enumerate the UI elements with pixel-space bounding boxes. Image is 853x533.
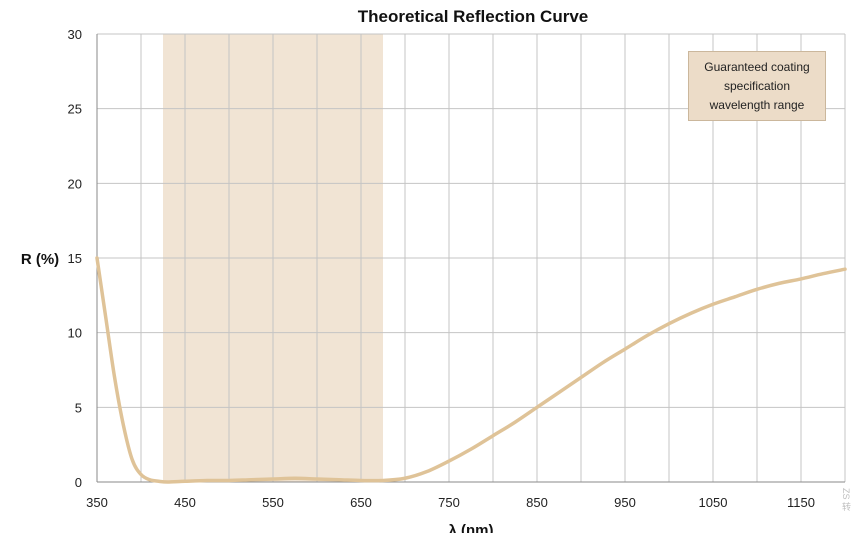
x-axis-label: λ (nm) bbox=[449, 522, 494, 533]
y-tick-label: 0 bbox=[75, 475, 82, 490]
tick-labels: 350 450 550 650 750 850 950 1050 1150 0 5 10 15 20 25 3… bbox=[68, 27, 815, 510]
watermark: ZS 转 bbox=[841, 488, 851, 512]
x-tick-label: 1150 bbox=[787, 495, 815, 510]
y-tick-label: 5 bbox=[75, 400, 82, 415]
y-tick-label: 25 bbox=[68, 102, 82, 117]
x-tick-label: 350 bbox=[86, 495, 108, 510]
x-tick-label: 550 bbox=[262, 495, 284, 510]
x-tick-label: 950 bbox=[614, 495, 636, 510]
y-tick-label: 20 bbox=[68, 176, 82, 191]
legend-box: Guaranteed coating specification wavelen… bbox=[688, 51, 826, 121]
chart-title: Theoretical Reflection Curve bbox=[358, 7, 589, 26]
y-axis-label: R (%) bbox=[21, 251, 59, 268]
x-tick-label: 850 bbox=[526, 495, 548, 510]
reflection-curve bbox=[95, 256, 847, 484]
y-tick-label: 15 bbox=[68, 251, 82, 266]
y-tick-label: 10 bbox=[68, 326, 82, 341]
x-tick-label: 450 bbox=[174, 495, 196, 510]
x-tick-label: 750 bbox=[438, 495, 460, 510]
legend-text: Guaranteed coating specification wavelen… bbox=[704, 59, 810, 112]
x-tick-label: 1050 bbox=[699, 495, 728, 510]
x-tick-label: 650 bbox=[350, 495, 372, 510]
y-tick-label: 30 bbox=[68, 27, 82, 42]
